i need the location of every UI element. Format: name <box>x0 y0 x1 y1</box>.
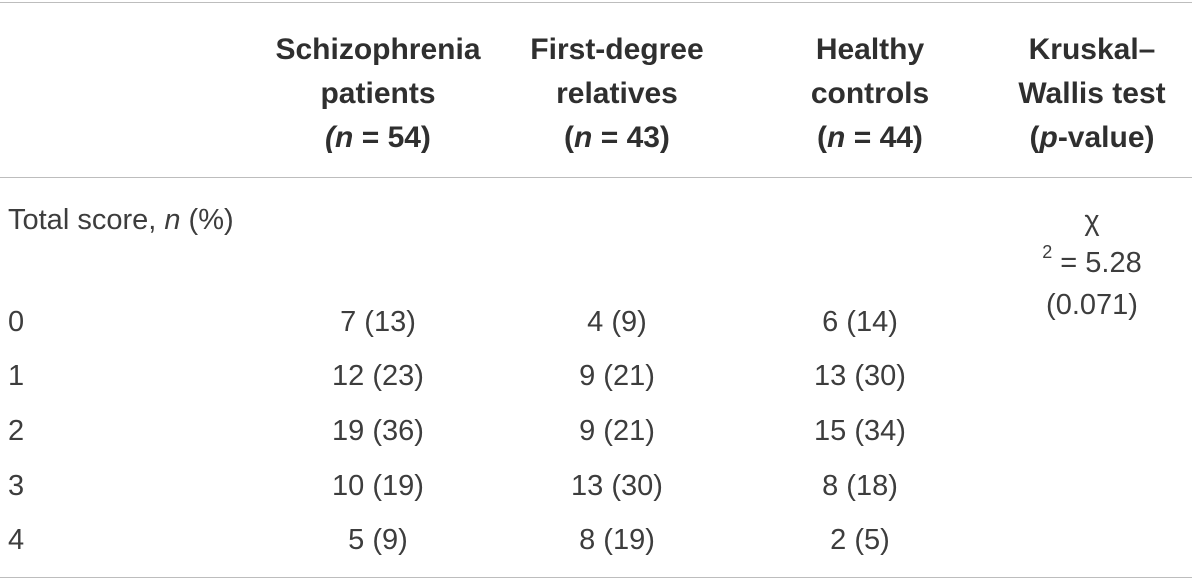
table-cell: 9 (21) <box>579 360 655 392</box>
n-symbol: n <box>574 121 593 154</box>
bottom-rule <box>0 577 1192 578</box>
section-label-total-score: Total score, n (%) <box>8 200 234 240</box>
top-rule <box>0 2 1192 3</box>
n-value: = 43) <box>592 121 670 154</box>
section-label-unit: (%) <box>180 204 234 236</box>
header-n: (n = 54) <box>248 116 508 160</box>
chi-superscript: 2 <box>1042 242 1053 262</box>
table-cell: 4 (9) <box>587 306 647 338</box>
section-label-text: Total score, <box>8 204 165 236</box>
section-label-n: n <box>164 204 181 236</box>
header-line1: Healthy <box>815 33 925 66</box>
p-prefix: ( <box>1029 121 1040 154</box>
header-line2: Wallis test <box>1018 77 1166 110</box>
table-cell: 8 (18) <box>822 470 898 502</box>
header-line2: relatives <box>556 77 678 110</box>
table-cell: 15 (34) <box>814 415 906 447</box>
header-n: (n = 43) <box>492 116 742 160</box>
header-line1: Schizophrenia <box>275 33 481 66</box>
table-cell: 8 (19) <box>579 524 655 556</box>
column-header-first-degree-relatives: First-degree relatives (n = 43) <box>492 28 742 160</box>
column-header-healthy-controls: Healthy controls (n = 44) <box>745 28 995 160</box>
table-cell: 13 (30) <box>814 360 906 392</box>
column-header-kruskal-wallis-test: Kruskal– Wallis test (p-value) <box>992 28 1192 160</box>
row-label: 1 <box>8 360 25 392</box>
n-prefix: ( <box>817 121 828 154</box>
table-cell: 13 (30) <box>571 470 663 502</box>
row-label: 0 <box>8 306 25 338</box>
header-line1: Kruskal– <box>1028 33 1156 66</box>
n-symbol: n <box>335 121 354 154</box>
table-cell: 6 (14) <box>822 306 898 338</box>
table-cell: 10 (19) <box>332 470 424 502</box>
chi-value: = 5.28 <box>1052 247 1142 279</box>
table-cell: 19 (36) <box>332 415 424 447</box>
n-symbol: n <box>827 121 846 154</box>
table-cell: 7 (13) <box>340 306 416 338</box>
row-label: 4 <box>8 524 25 556</box>
table-cell: 5 (9) <box>348 524 408 556</box>
p-suffix: -value) <box>1057 121 1155 154</box>
kruskal-wallis-result: χ 2 = 5.28 (0.071) <box>992 200 1192 326</box>
n-value: = 44) <box>845 121 923 154</box>
header-line1: First-degree <box>530 33 704 66</box>
row-label: 3 <box>8 470 25 502</box>
header-line2: patients <box>320 77 436 110</box>
p-symbol: p <box>1039 121 1058 154</box>
n-value: = 54) <box>353 121 431 154</box>
table-cell: 2 (5) <box>830 524 890 556</box>
chi-square-statistic: χ 2 = 5.28 <box>992 200 1192 284</box>
table-cell: 9 (21) <box>579 415 655 447</box>
n-prefix: ( <box>325 121 336 154</box>
header-n: (p-value) <box>992 116 1192 160</box>
column-header-schizophrenia-patients: Schizophrenia patients (n = 54) <box>248 28 508 160</box>
table-cell: 12 (23) <box>332 360 424 392</box>
header-n: (n = 44) <box>745 116 995 160</box>
n-prefix: ( <box>564 121 575 154</box>
chi-symbol: χ <box>1084 205 1100 237</box>
header-line2: controls <box>810 77 930 110</box>
row-label: 2 <box>8 415 25 447</box>
header-rule <box>0 177 1192 178</box>
p-value: (0.071) <box>1046 289 1138 321</box>
